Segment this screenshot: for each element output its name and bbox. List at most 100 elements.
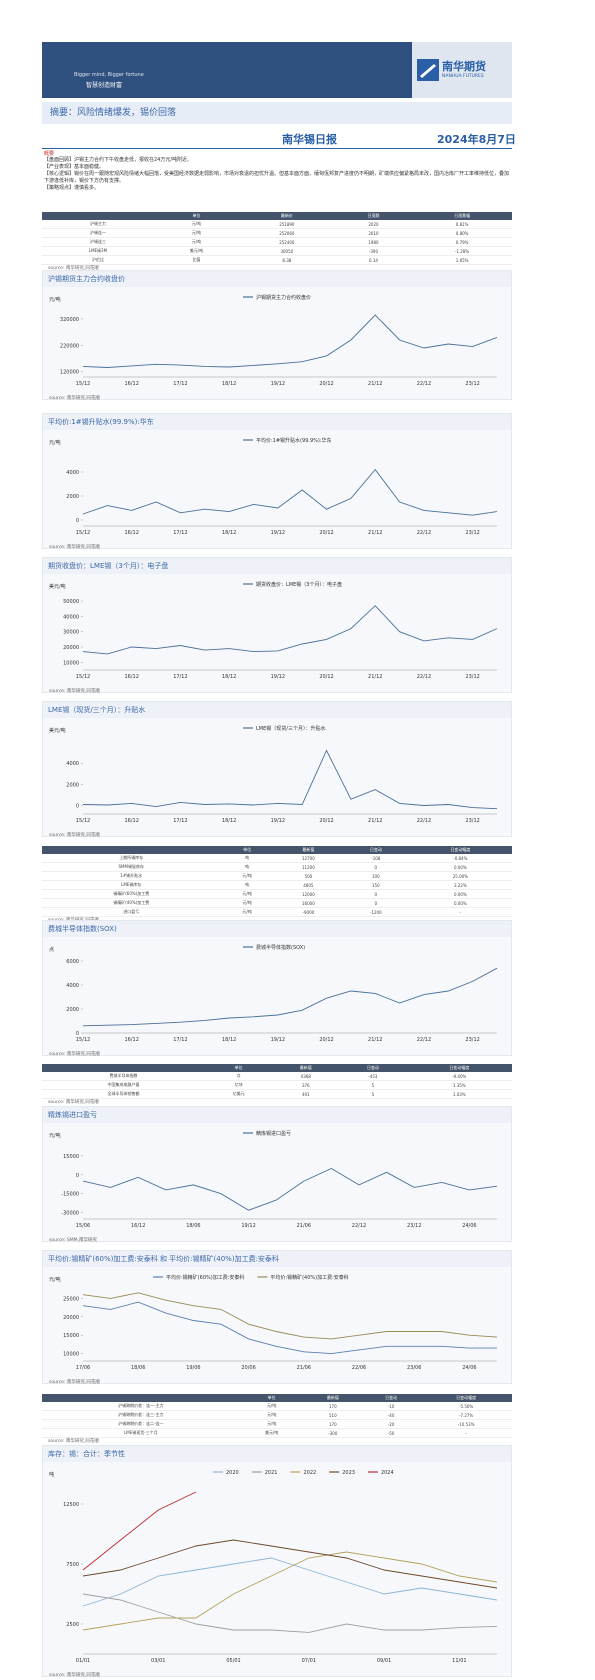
summary-label: 摘要： <box>50 108 78 118</box>
table-source: source: 南华研究,同花顺 <box>48 1100 99 1105</box>
table-source: source: 南华研究,同花顺 <box>48 1439 99 1444</box>
y-tick-label: -15000 <box>61 1192 79 1198</box>
y-tick-label: 4000 <box>66 470 79 476</box>
table-cell: - <box>408 907 512 917</box>
chart-title: 费城半导体指数(SOX) <box>43 921 511 937</box>
x-tick-label: 21/12 <box>368 674 382 680</box>
x-tick-label: 22/12 <box>417 674 431 680</box>
table-row: 沪锡跨期价差：连二-连一 元/吨 170 -20 -10.53% <box>42 1419 512 1429</box>
x-tick-label: 19/12 <box>271 1037 285 1043</box>
table-header: 单位 最新值 日变动 日变动幅度 <box>42 846 512 854</box>
legend-label: 平均价:锡精矿(40%)加工费:安泰科 <box>270 1274 348 1281</box>
chart-title: 精炼锡进口盈亏 <box>43 1107 511 1123</box>
column-header: 日变动 <box>361 1394 421 1402</box>
tagline: Bigger mind, Bigger fortune <box>74 72 144 78</box>
table-cell: 170 <box>303 1402 362 1411</box>
chart: 元/吨 沪锡期货主力合约收盘价 120000 220000 320000 15/12 16/… <box>49 294 498 387</box>
x-tick-label: 17/06 <box>76 1365 90 1371</box>
series-line <box>82 967 498 1027</box>
data-table: 单位 最新价 日涨跌 日涨跌幅 沪锡主力 元/吨 251890 2020 0.81% 沪锡连一 元/… <box>42 212 512 265</box>
chart-title: 平均价:锡精矿(60%)加工费:安泰科 和 平均价:锡精矿(40%)加工费:安泰… <box>43 1251 511 1267</box>
y-unit: 吨 <box>49 1471 54 1478</box>
table-cell: 100 <box>342 871 409 881</box>
table-cell: 510 <box>303 1410 362 1420</box>
x-tick-label: 23/12 <box>407 1223 421 1229</box>
table-cell: 25.00% <box>408 871 512 881</box>
table-cell: 元/吨 <box>220 907 274 917</box>
x-tick-label: 16/12 <box>124 530 138 536</box>
y-tick-label: 20000 <box>63 645 79 651</box>
table-cell: 12000 <box>273 889 343 899</box>
series-line <box>82 1539 498 1589</box>
x-tick-label: 22/06 <box>352 1365 366 1371</box>
y-unit: 美元/吨 <box>49 727 66 734</box>
column-header: 日涨跌幅 <box>412 212 512 220</box>
table-header: 单位 最新值 日变动 日变动幅度 <box>42 1064 512 1072</box>
x-tick-label: 22/12 <box>417 530 431 536</box>
y-tick-label: 2000 <box>66 782 79 788</box>
y-tick-label: 15000 <box>63 1154 79 1160</box>
table-cell: -5.56% <box>420 1402 512 1411</box>
y-tick-label: 12500 <box>63 1502 79 1508</box>
table-cell: 吨 <box>220 880 274 890</box>
x-tick-label: 19/12 <box>271 674 285 680</box>
legend-label: 精炼锡进口盈亏 <box>256 1130 291 1137</box>
x-tick-label: 15/12 <box>76 530 90 536</box>
x-tick-label: 24/06 <box>462 1365 476 1371</box>
table-cell: -108 <box>342 854 409 863</box>
y-tick-label: 6000 <box>66 959 79 965</box>
x-tick-label: 18/12 <box>222 818 236 824</box>
table-cell: LME锡库存 <box>42 880 221 890</box>
table-cell: -50 <box>361 1428 421 1438</box>
x-tick-label: 23/06 <box>407 1365 421 1371</box>
series-line <box>82 1557 498 1607</box>
table-cell: 2020 <box>334 220 413 229</box>
y-tick-label: 320000 <box>60 317 79 323</box>
table-cell: 元/吨 <box>220 898 274 908</box>
y-unit: 美元/吨 <box>49 583 66 590</box>
y-tick-label: 15000 <box>63 1333 79 1339</box>
table-cell: 0 <box>342 862 409 872</box>
table-cell: 1.65% <box>412 255 512 265</box>
x-tick-label: 23/12 <box>465 530 479 536</box>
y-unit: 元/吨 <box>49 296 61 303</box>
table-cell: -1.28% <box>412 246 512 256</box>
table-wrap: 单位 最新值 日变动 日变动幅度 沪锡跨期价差：连一-主力 元/吨 170 -10 -5.56%… <box>42 1394 512 1444</box>
x-tick-label: 15/12 <box>76 674 90 680</box>
x-tick-label: 20/12 <box>319 1037 333 1043</box>
table-cell: -9000 <box>273 907 343 917</box>
table-cell: 全球半导体销售额 <box>42 1089 206 1099</box>
chart-source: source: 南华研究,同花顺 <box>49 1673 100 1678</box>
column-header: 日变动 <box>339 1064 407 1072</box>
table-cell: 上期所锡库存 <box>42 854 221 863</box>
table-cell: 吨 <box>220 854 274 863</box>
chart-source: source: 南华研究,同花顺 <box>49 689 100 694</box>
chart-panel: 沪锡期货主力合约收盘价 元/吨 沪锡期货主力合约收盘价 120000 220000 320… <box>42 270 512 401</box>
table-cell: 0.79% <box>412 237 512 247</box>
y-tick-label: 220000 <box>60 343 79 349</box>
chart-panel: LME锡（现货/三个月）：升贴水 美元/吨 LME锡（现货/三个月）：升贴水 0 200… <box>42 701 512 838</box>
table-row: 锡精矿(40%)加工费 元/吨 16000 0 0.00% <box>42 898 512 908</box>
table-cell: 亿美元 <box>205 1089 273 1099</box>
table-cell: 5 <box>339 1080 407 1090</box>
logo-text: 南华期货 <box>442 60 486 73</box>
legend-label: 费城半导体指数(SOX) <box>256 944 305 951</box>
x-tick-label: 16/12 <box>124 1037 138 1043</box>
series-line <box>82 1593 498 1633</box>
table-cell: 美元/吨 <box>239 1428 304 1438</box>
x-tick-label: 21/06 <box>297 1365 311 1371</box>
chart: 美元/吨 LME锡（现货/三个月）：升贴水 0 2000 4000 15/12 16/12 1… <box>49 725 498 824</box>
legend-label: 2022 <box>303 1470 316 1476</box>
table-cell: 亿块 <box>205 1080 273 1090</box>
slogan: 智慧创造财富 <box>86 82 123 89</box>
chart: 点 费城半导体指数(SOX) 0 2000 4000 6000 15/12 16/12 17/1… <box>49 944 498 1043</box>
table-row: LME锡现货-三个月 美元/吨 -300 -50- <box>42 1428 512 1438</box>
table-cell: 元/吨 <box>239 1402 304 1411</box>
table-cell: -390 <box>334 246 413 256</box>
table-cell: 491 <box>272 1089 340 1099</box>
table-cell: 元/吨 <box>239 1410 304 1420</box>
series-line <box>82 605 498 655</box>
y-tick-label: 20000 <box>63 1315 79 1321</box>
table-cell: 0 <box>342 898 409 908</box>
chart-panel: 平均价:1#锡升贴水(99.9%):华东 元/吨 平均价:1#锡升贴水(99.9%)… <box>42 413 512 550</box>
